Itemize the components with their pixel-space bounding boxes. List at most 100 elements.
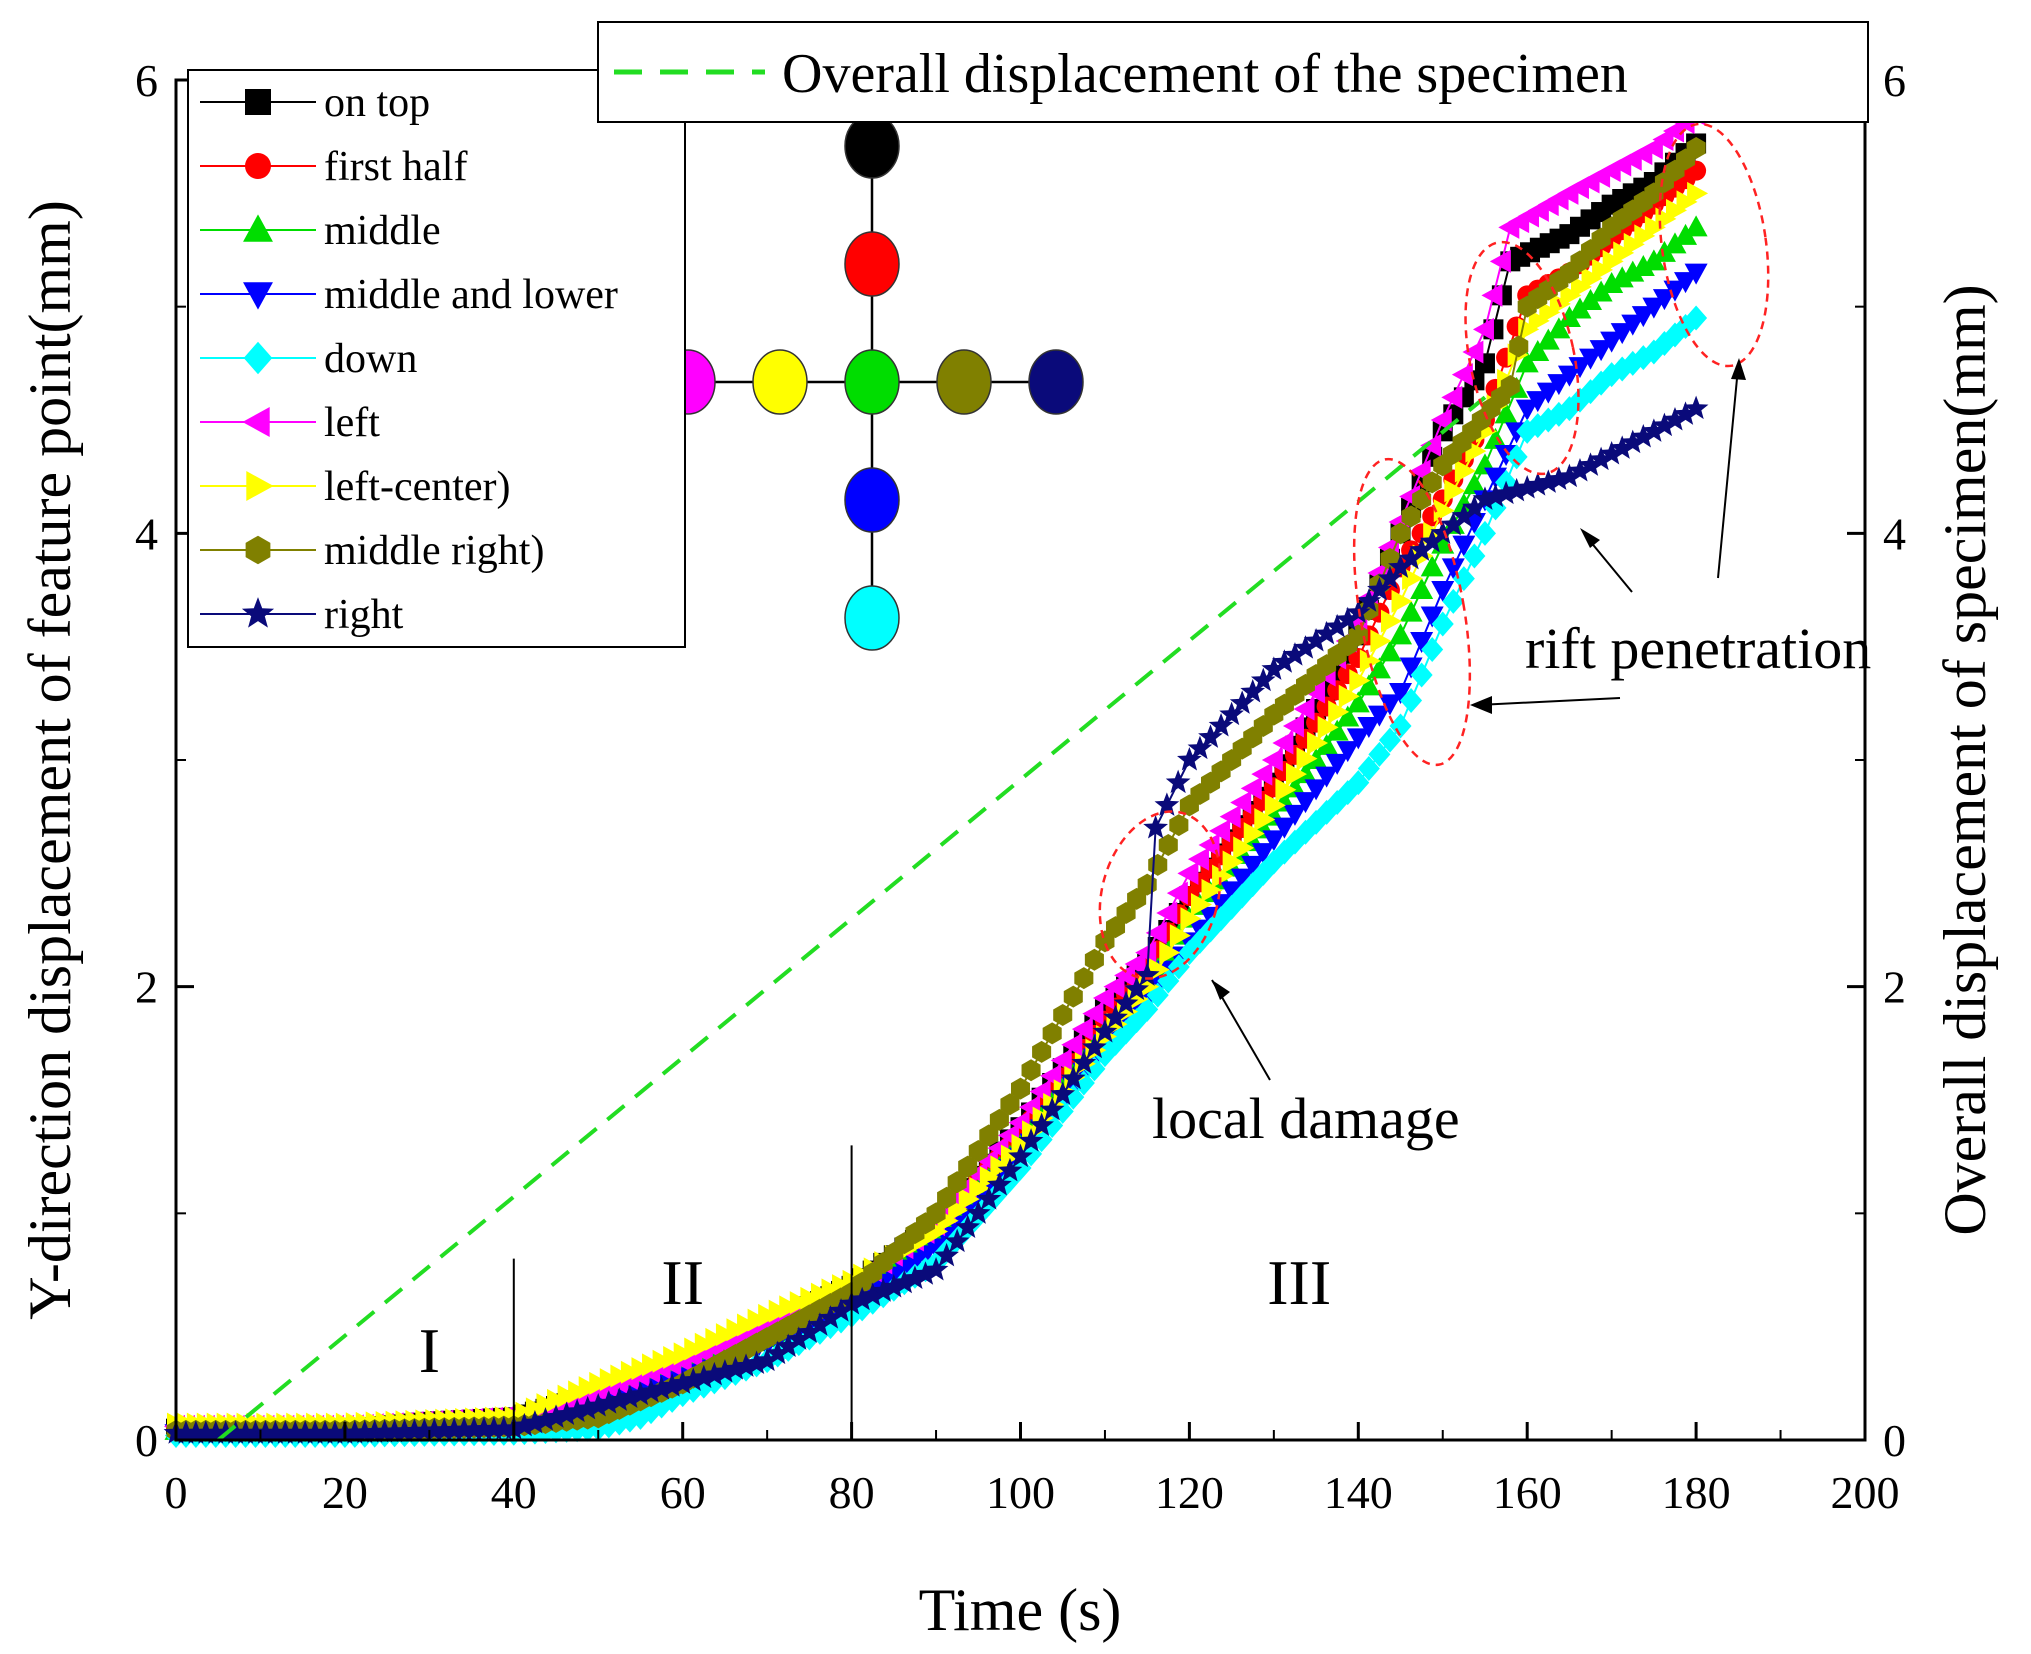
series-marker bbox=[543, 1404, 569, 1428]
series-marker bbox=[680, 1367, 706, 1392]
series-marker bbox=[1124, 976, 1149, 1001]
series-marker bbox=[1368, 741, 1391, 767]
series-marker bbox=[1250, 667, 1276, 692]
legend-swatch-marker bbox=[245, 535, 271, 565]
legend-swatch-marker bbox=[243, 341, 273, 375]
series-marker bbox=[589, 1371, 611, 1395]
series-marker bbox=[1526, 391, 1550, 413]
series-marker bbox=[1251, 762, 1273, 786]
region-label: I bbox=[419, 1315, 440, 1386]
series-marker bbox=[1357, 717, 1381, 738]
series-marker bbox=[1592, 258, 1614, 282]
series-marker bbox=[1212, 864, 1234, 888]
damage-ellipses bbox=[1098, 122, 1770, 980]
overall-legend-frame bbox=[597, 21, 1869, 123]
series-marker bbox=[223, 1420, 248, 1444]
series-marker bbox=[1557, 463, 1582, 488]
series-marker bbox=[564, 1398, 590, 1423]
series-marker bbox=[1261, 748, 1283, 772]
series-marker bbox=[1685, 305, 1708, 331]
series-marker bbox=[1568, 297, 1592, 319]
series-marker bbox=[1325, 753, 1349, 775]
series-marker bbox=[568, 1380, 590, 1404]
series-marker bbox=[758, 1303, 780, 1327]
legend-label: first half bbox=[324, 144, 467, 190]
series-marker bbox=[1441, 558, 1465, 580]
overall-displacement-line bbox=[216, 395, 1487, 1442]
series-marker bbox=[1367, 577, 1392, 601]
series-marker bbox=[1324, 613, 1350, 638]
series-marker bbox=[431, 1417, 457, 1442]
y-right-tick-label: 4 bbox=[1883, 508, 1906, 559]
feature-point-marker bbox=[844, 113, 900, 179]
y-tick-label: 2 bbox=[135, 962, 158, 1013]
rift-arrowhead-3 bbox=[1731, 358, 1746, 380]
series-marker bbox=[596, 1390, 622, 1414]
series-marker bbox=[1674, 223, 1698, 245]
y-tick-label: 0 bbox=[135, 1415, 158, 1466]
series-marker bbox=[1652, 289, 1676, 311]
series-marker bbox=[1652, 240, 1676, 262]
series-marker bbox=[1000, 1093, 1020, 1116]
series-marker bbox=[947, 1171, 967, 1194]
feature-point-diagram bbox=[660, 113, 1084, 651]
series-marker bbox=[578, 1376, 600, 1400]
series-marker bbox=[1293, 697, 1315, 721]
series-marker bbox=[1134, 962, 1160, 986]
legend-swatch-marker bbox=[246, 471, 274, 501]
series-marker bbox=[1169, 814, 1189, 837]
rift-arrow-3 bbox=[1717, 367, 1739, 579]
series-marker bbox=[461, 1416, 487, 1441]
series-layer bbox=[163, 102, 1709, 1448]
series-marker bbox=[1391, 589, 1413, 613]
series-marker bbox=[557, 1384, 579, 1408]
local-damage-arrowhead bbox=[1212, 980, 1230, 1000]
series-marker bbox=[1505, 444, 1528, 470]
series-marker bbox=[1157, 968, 1180, 994]
series-marker bbox=[1050, 1081, 1076, 1105]
x-tick-label: 40 bbox=[491, 1467, 537, 1518]
series-marker bbox=[1526, 340, 1550, 361]
overall-displacement-layer bbox=[216, 395, 1487, 1442]
series-marker bbox=[747, 1308, 769, 1332]
series-marker bbox=[1127, 887, 1147, 910]
series-marker bbox=[1165, 769, 1191, 794]
x-tick-label: 100 bbox=[986, 1467, 1055, 1518]
series-marker bbox=[1644, 215, 1666, 239]
series-marker bbox=[173, 1420, 199, 1444]
rift-ellipse-3 bbox=[1658, 122, 1770, 368]
series-marker bbox=[362, 1419, 388, 1443]
series-marker bbox=[1377, 565, 1403, 590]
series-marker bbox=[1177, 861, 1199, 885]
series-marker bbox=[1472, 317, 1494, 341]
series-marker bbox=[1378, 694, 1402, 716]
series-marker bbox=[1389, 683, 1413, 704]
series-marker bbox=[243, 1420, 268, 1444]
series-marker bbox=[1433, 499, 1455, 523]
series-marker bbox=[779, 1295, 801, 1319]
series-marker bbox=[1282, 714, 1304, 738]
series-marker bbox=[1451, 503, 1477, 527]
series-marker bbox=[1621, 314, 1645, 336]
series-marker bbox=[1095, 930, 1115, 953]
y-right-tick-label: 2 bbox=[1883, 962, 1906, 1013]
series-marker bbox=[402, 1418, 427, 1442]
series-marker bbox=[342, 1419, 368, 1444]
series-marker bbox=[1388, 554, 1413, 578]
series-marker bbox=[1032, 1040, 1052, 1063]
series-marker bbox=[1136, 996, 1159, 1022]
feature-point-marker bbox=[844, 349, 900, 415]
series-marker bbox=[737, 1313, 759, 1337]
series-marker bbox=[723, 1356, 748, 1380]
series-marker bbox=[1105, 916, 1126, 939]
series-marker bbox=[1610, 266, 1634, 288]
series-marker bbox=[659, 1373, 685, 1397]
series-marker bbox=[471, 1416, 497, 1440]
series-marker bbox=[1293, 635, 1318, 659]
series-marker bbox=[1421, 637, 1444, 662]
series-marker bbox=[1683, 395, 1709, 420]
series-marker bbox=[775, 1333, 801, 1358]
series-marker bbox=[533, 1407, 558, 1431]
series-marker bbox=[1430, 408, 1452, 432]
series-marker bbox=[1071, 1017, 1093, 1041]
